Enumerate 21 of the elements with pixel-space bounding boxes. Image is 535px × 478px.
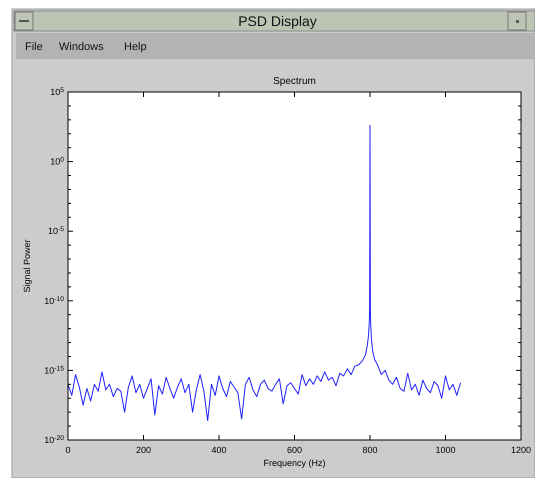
y-tick-label: 10$^{0}$: [50, 156, 64, 167]
y-tick-label: 10$^{-5}$: [48, 226, 64, 236]
x-tick-label: 1200: [510, 445, 532, 455]
y-tick-label: 10$^{-10}$: [44, 295, 64, 306]
text: Windows: [59, 41, 104, 53]
y-axis-title: Signal Power: [22, 239, 32, 293]
x-tick-label: 800: [362, 445, 378, 455]
x-axis-title: Frequency (Hz): [263, 458, 326, 468]
text: File: [25, 41, 43, 53]
x-tick-label: 0: [65, 445, 71, 455]
x-tick-label: 200: [136, 445, 152, 455]
x-tick-label: 1000: [435, 445, 456, 455]
y-tick-label: 10$^{-20}$: [44, 434, 64, 445]
text: Help: [124, 41, 147, 53]
chart-title: Spectrum: [273, 76, 316, 87]
text: PSD Display: [238, 13, 317, 29]
y-tick-label: 10$^{-15}$: [44, 364, 64, 376]
line-series: [68, 124, 462, 422]
x-tick-label: 600: [286, 445, 302, 455]
y-tick-label: 10$^{5}$: [50, 86, 64, 97]
x-tick-label: 400: [211, 445, 227, 455]
